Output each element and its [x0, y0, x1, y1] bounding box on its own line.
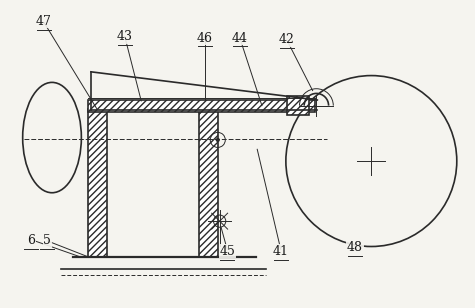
Text: 43: 43 [117, 30, 133, 43]
Bar [287, 96, 309, 115]
Bar [199, 109, 218, 257]
Text: 5: 5 [43, 234, 51, 247]
Bar [88, 100, 315, 112]
Text: 44: 44 [232, 31, 248, 45]
Text: 45: 45 [219, 245, 235, 258]
Text: 41: 41 [273, 245, 289, 258]
Bar [88, 109, 107, 257]
Text: 48: 48 [347, 241, 363, 254]
Text: 46: 46 [197, 31, 213, 45]
Circle shape [216, 138, 220, 142]
Text: 6: 6 [27, 234, 35, 247]
Text: 42: 42 [279, 33, 295, 47]
Text: 47: 47 [36, 14, 52, 28]
